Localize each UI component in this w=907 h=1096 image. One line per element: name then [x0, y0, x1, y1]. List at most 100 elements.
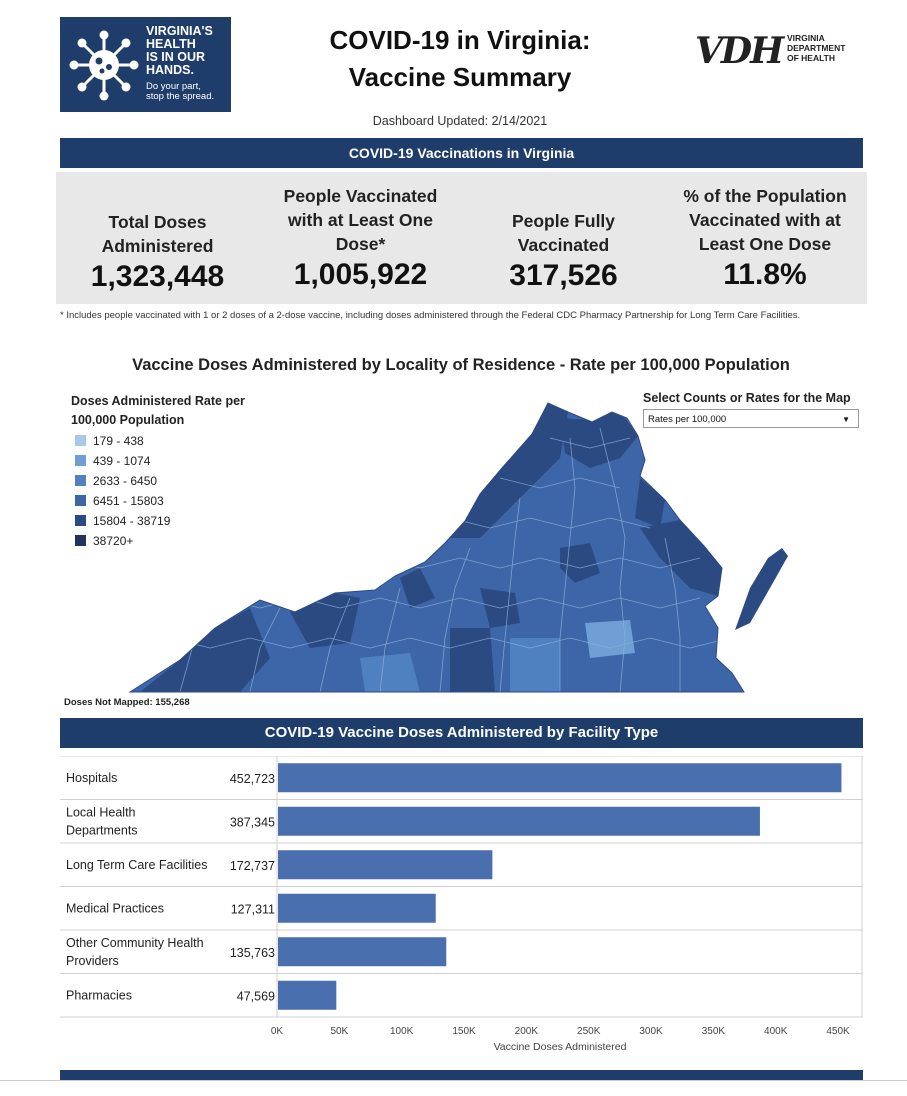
- bar-category-label: Departments: [66, 823, 138, 837]
- kpi-panel: Total Doses Administered 1,323,448 Peopl…: [56, 172, 867, 304]
- legend-swatch: [75, 515, 86, 526]
- legend-title-line: 100,000 Population: [71, 413, 185, 427]
- kpi-label: Vaccinated with at: [689, 210, 841, 230]
- vdh-logo-line: DEPARTMENT: [787, 43, 846, 53]
- map-title: Vaccine Doses Administered by Locality o…: [132, 356, 790, 374]
- legend-item: 2633 - 6450: [75, 474, 157, 488]
- logo-line: HEALTH: [146, 37, 196, 51]
- vaccinations-banner: COVID-19 Vaccinations in Virginia: [60, 138, 863, 168]
- legend-item: 6451 - 15803: [75, 494, 164, 508]
- kpi-value: 1,323,448: [90, 260, 225, 293]
- page-title-line: COVID-19 in Virginia:: [329, 25, 591, 55]
- bar-value-label: 127,311: [231, 902, 275, 916]
- bar-value-label: 47,569: [237, 989, 275, 1003]
- legend-label: 2633 - 6450: [93, 474, 158, 488]
- bar-category-label: Long Term Care Facilities: [66, 858, 208, 872]
- virginia-choropleth-map[interactable]: [120, 398, 800, 698]
- bar-category-label: Local Health: [66, 805, 136, 819]
- virginia-health-logo: VIRGINIA'S HEALTH IS IN OUR HANDS. Do yo…: [60, 17, 231, 112]
- x-tick-label: 200K: [515, 1026, 539, 1037]
- vdh-logo-subtitle: VIRGINIA DEPARTMENT OF HEALTH: [787, 33, 845, 63]
- x-tick-label: 400K: [764, 1026, 788, 1037]
- x-tick-label: 250K: [577, 1026, 601, 1037]
- legend-label: 439 - 1074: [93, 454, 151, 468]
- legend-label: 38720+: [93, 534, 134, 548]
- logo-line: HANDS.: [146, 63, 194, 77]
- bar-category-label: Other Community Health: [66, 936, 204, 950]
- kpi-total-doses: Total Doses Administered 1,323,448: [70, 210, 245, 294]
- kpi-people-fully-vaccinated: People Fully Vaccinated 317,526: [476, 209, 651, 293]
- x-tick-label: 350K: [702, 1026, 726, 1037]
- kpi-people-one-dose: People Vaccinated with at Least One Dose…: [263, 184, 458, 292]
- legend-item: 439 - 1074: [75, 454, 150, 468]
- vdh-logo: VDH VIRGINIA DEPARTMENT OF HEALTH: [695, 30, 865, 72]
- legend-label: 179 - 438: [93, 434, 144, 448]
- bar-value-label: 135,763: [230, 946, 275, 960]
- virus-icon: [69, 30, 139, 101]
- facility-banner: COVID-19 Vaccine Doses Administered by F…: [60, 718, 863, 748]
- legend-title-line: Doses Administered Rate per: [71, 394, 245, 408]
- map-mode-select-value: Rates per 100,000: [648, 414, 727, 425]
- legend-title: Doses Administered Rate per 100,000 Popu…: [71, 392, 245, 430]
- kpi-label: People Vaccinated: [283, 186, 438, 206]
- legend-item: 179 - 438: [75, 434, 144, 448]
- map-select-label: Select Counts or Rates for the Map: [643, 391, 851, 405]
- bar-category-label: Providers: [66, 954, 119, 968]
- page-divider: [0, 1080, 907, 1081]
- kpi-label: People Fully: [511, 211, 616, 231]
- legend-swatch: [75, 435, 86, 446]
- legend-item: 38720+: [75, 534, 133, 548]
- bar[interactable]: [278, 893, 436, 923]
- bar-value-label: 387,345: [230, 815, 275, 829]
- bar-value-label: 452,723: [230, 772, 275, 786]
- bar[interactable]: [278, 937, 447, 967]
- map-localities: [130, 403, 744, 692]
- page-title: COVID-19 in Virginia: Vaccine Summary: [260, 22, 660, 96]
- x-tick-label: 50K: [330, 1026, 348, 1037]
- map-mode-select[interactable]: Rates per 100,000 ▼: [643, 409, 859, 428]
- legend-swatch: [75, 535, 86, 546]
- page-title-line: Vaccine Summary: [348, 62, 572, 92]
- kpi-label: Dose*: [335, 234, 386, 254]
- logo-line: IS IN OUR: [146, 50, 206, 64]
- legend-item: 15804 - 38719: [75, 514, 170, 528]
- x-tick-label: 450K: [826, 1026, 850, 1037]
- kpi-label: Least One Dose: [698, 234, 832, 254]
- bar-category-label: Pharmacies: [66, 988, 132, 1002]
- dropdown-arrow-icon[interactable]: ▼: [842, 415, 850, 424]
- legend-swatch: [75, 495, 86, 506]
- facility-bar-chart: Hospitals 452,723 Local Health Departments 3…: [60, 756, 863, 1053]
- logo-line: VIRGINIA'S: [146, 24, 213, 38]
- bar[interactable]: [278, 763, 842, 793]
- vdh-logo-mark: VDH: [695, 30, 784, 72]
- kpi-value: 11.8%: [723, 258, 807, 291]
- logo-subline: stop the spread.: [146, 91, 215, 102]
- kpi-label: with at Least One: [288, 210, 433, 230]
- kpi-label: Administered: [101, 236, 214, 256]
- x-axis-label: Vaccine Doses Administered: [494, 1041, 627, 1053]
- x-tick-label: 100K: [390, 1026, 414, 1037]
- kpi-percent-population: % of the Population Vaccinated with at L…: [662, 184, 868, 292]
- kpi-value: 1,005,922: [293, 258, 428, 291]
- bar-category-label: Medical Practices: [66, 901, 164, 915]
- x-tick-label: 300K: [639, 1026, 663, 1037]
- logo-subline: Do your part,: [146, 81, 201, 92]
- dashboard-updated-date: Dashboard Updated: 2/14/2021: [372, 114, 548, 128]
- kpi-label: Total Doses: [108, 212, 207, 232]
- x-tick-label: 0K: [271, 1026, 284, 1037]
- legend-swatch: [75, 475, 86, 486]
- bar[interactable]: [278, 980, 337, 1010]
- bar[interactable]: [278, 850, 493, 880]
- vdh-logo-line: VIRGINIA: [787, 33, 825, 43]
- bar[interactable]: [278, 806, 760, 836]
- x-tick-label: 150K: [452, 1026, 476, 1037]
- bar-category-label: Hospitals: [66, 771, 117, 785]
- legend-label: 6451 - 15803: [93, 494, 164, 508]
- kpi-label: % of the Population: [683, 186, 847, 206]
- legend-label: 15804 - 38719: [93, 514, 171, 528]
- doses-not-mapped: Doses Not Mapped: 155,268: [64, 697, 190, 708]
- vdh-logo-line: OF HEALTH: [787, 53, 836, 63]
- kpi-value: 317,526: [509, 259, 618, 292]
- kpi-label: Vaccinated: [517, 235, 610, 255]
- eastern-shore-region: [735, 548, 788, 630]
